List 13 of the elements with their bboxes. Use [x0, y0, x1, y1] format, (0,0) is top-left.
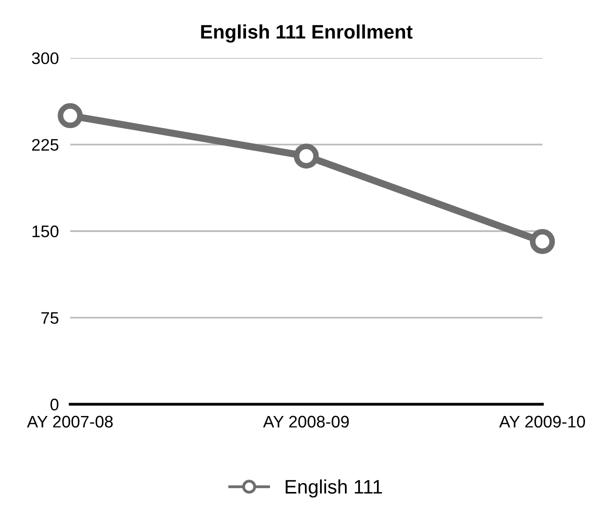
y-tick-label: 0: [50, 398, 58, 410]
x-tick-label: AY 2007-08: [26, 416, 113, 428]
x-tick-label: AY 2009-10: [499, 416, 586, 428]
point: [294, 144, 319, 169]
y-tick-label: 150: [32, 226, 58, 238]
chart-title: English 111 Enrollment: [201, 24, 413, 43]
y-tick-label: 225: [32, 138, 58, 151]
y-tick-label: 300: [32, 52, 58, 64]
legend-label: English 111: [286, 479, 382, 498]
y-tick-label: 75: [41, 312, 58, 324]
point: [58, 103, 83, 128]
point: [530, 228, 555, 254]
x-tick-label: AY 2008-09: [263, 416, 349, 428]
